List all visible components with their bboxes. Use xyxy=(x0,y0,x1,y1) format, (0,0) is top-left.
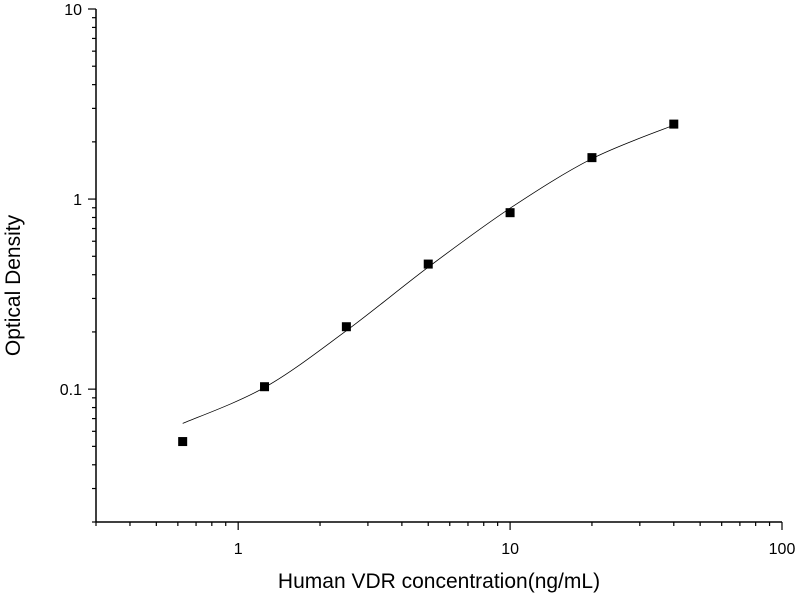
data-points xyxy=(178,119,679,447)
x-tick-label: 10 xyxy=(501,541,519,558)
x-tick-label: 100 xyxy=(769,541,796,558)
x-tick-label: 1 xyxy=(234,541,243,558)
y-tick-label: 1 xyxy=(73,192,82,209)
fit-curve xyxy=(182,124,674,424)
ticks: 1 10 100 0.1 1 10 xyxy=(60,2,796,558)
axes xyxy=(95,9,782,523)
data-point xyxy=(260,382,270,392)
data-point xyxy=(505,208,515,218)
y-axis-label: Optical Density xyxy=(2,214,25,356)
y-tick-label: 0.1 xyxy=(60,382,82,399)
data-point xyxy=(423,259,433,269)
data-point xyxy=(669,119,679,129)
y-tick-label: 10 xyxy=(64,2,82,19)
x-axis-label: Human VDR concentration(ng/mL) xyxy=(278,570,600,593)
data-point xyxy=(178,437,188,447)
data-point xyxy=(341,322,351,332)
fit-curve-group xyxy=(182,124,674,424)
data-point xyxy=(587,153,597,163)
